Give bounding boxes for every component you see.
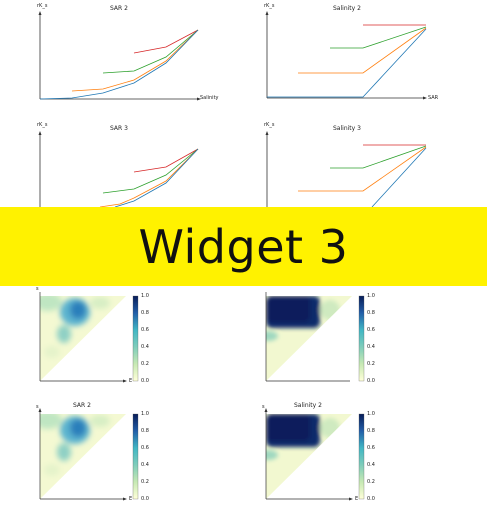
cb-tick: 0.0	[367, 378, 375, 384]
panel-sar3-lines	[99, 148, 199, 208]
panel-sal3-lines	[298, 144, 427, 208]
cb-tick: 0.8	[141, 310, 149, 316]
panel-sar2-xlabel: Salinity	[200, 95, 219, 101]
cb-tick: 0.6	[141, 445, 149, 451]
panel-sal2-axes	[266, 14, 424, 99]
cb-tick: 1.0	[141, 411, 149, 417]
series-orange	[298, 146, 427, 192]
cb-tick: 0.6	[367, 445, 375, 451]
panel-sal3-title: Salinity 3	[333, 125, 361, 132]
colorbar-4	[358, 413, 365, 500]
cb-tick: 0.4	[367, 462, 375, 468]
panel-sal2-xlabel: SAR	[428, 95, 439, 101]
cb-tick: 0.2	[367, 361, 375, 367]
heatmap-2	[266, 296, 352, 381]
panel-sar2-lines	[39, 29, 199, 100]
cb-tick: 1.0	[141, 293, 149, 299]
series-orange	[99, 148, 199, 208]
cb-tick: 0.4	[367, 344, 375, 350]
panel-sal2-lines	[267, 24, 427, 98]
colorbar-3	[132, 413, 139, 500]
series-blue	[267, 28, 427, 98]
cb-tick: 0.0	[367, 496, 375, 502]
series-red	[133, 29, 199, 54]
widget-banner: Widget 3	[0, 207, 487, 286]
heat1-xlabel: E	[129, 378, 133, 384]
heat1-ylabel: s	[36, 286, 39, 292]
cb-tick: 1.0	[367, 411, 375, 417]
cb-tick: 0.6	[367, 327, 375, 333]
cb-tick: 0.2	[367, 479, 375, 485]
cb-tick: 0.8	[141, 428, 149, 434]
panel-sal2-title: Salinity 2	[333, 5, 361, 12]
heat4-title: Salinity 2	[294, 402, 322, 409]
series-orange	[71, 29, 199, 92]
panel-sar2-ylabel: rK_s	[37, 3, 48, 9]
cb-tick: 0.6	[141, 327, 149, 333]
colorbar-2	[358, 295, 365, 382]
cb-tick: 0.4	[141, 462, 149, 468]
heat3-ylabel: s	[36, 404, 39, 410]
panel-sar2-axes	[39, 14, 198, 100]
series-green	[102, 148, 199, 194]
heatmap-3	[40, 414, 126, 499]
heatmap-4	[266, 414, 352, 499]
panel-sar2-title: SAR 2	[110, 5, 128, 12]
cb-tick: 0.0	[141, 378, 149, 384]
series-red	[133, 148, 199, 173]
panel-sal2-ylabel: rK_s	[264, 3, 275, 9]
heat3-xlabel: E	[129, 496, 133, 502]
series-blue	[371, 147, 427, 208]
cb-tick: 0.2	[141, 361, 149, 367]
heat3-title: SAR 2	[73, 402, 91, 409]
cb-tick: 0.4	[141, 344, 149, 350]
panel-sar3-title: SAR 3	[110, 125, 128, 132]
colorbar-1	[132, 295, 139, 382]
heat4-xlabel: E	[355, 496, 359, 502]
series-green	[330, 145, 427, 169]
heatmap-1	[40, 296, 126, 381]
series-blue	[39, 29, 199, 100]
cb-tick: 0.8	[367, 310, 375, 316]
cb-tick: 0.8	[367, 428, 375, 434]
cb-tick: 0.0	[141, 496, 149, 502]
cb-tick: 1.0	[367, 293, 375, 299]
cb-tick: 0.2	[141, 479, 149, 485]
series-orange	[298, 27, 427, 74]
series-green	[102, 29, 199, 74]
panel-sar3-ylabel: rK_s	[37, 122, 48, 128]
series-green	[330, 26, 427, 49]
panel-sal3-ylabel: rK_s	[264, 122, 275, 128]
series-blue	[114, 148, 199, 208]
heat4-ylabel: s	[262, 404, 265, 410]
